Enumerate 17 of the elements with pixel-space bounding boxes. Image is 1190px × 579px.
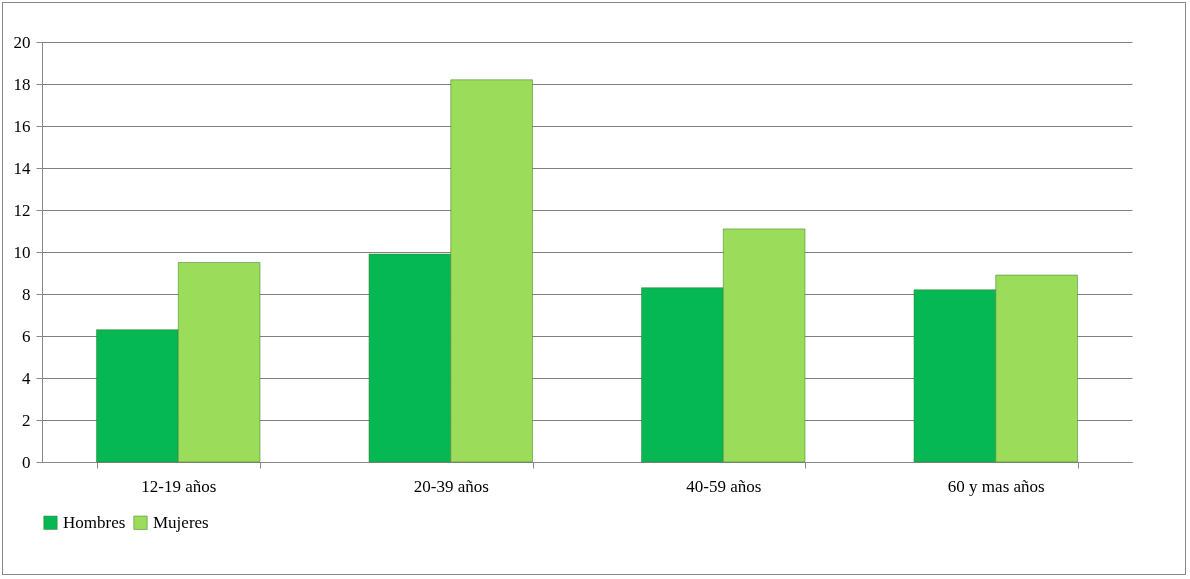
y-tick-label: 0: [22, 452, 31, 472]
x-tick-label: 20-39 años: [413, 476, 489, 496]
x-tick-label: 60 y mas años: [947, 476, 1045, 496]
y-tick-label: 4: [22, 368, 31, 388]
legend-label: Mujeres: [153, 512, 209, 532]
y-tick-label: 18: [13, 74, 31, 94]
legend-label: Hombres: [63, 512, 126, 532]
y-tick-label: 20: [13, 32, 31, 52]
x-tick-label: 12-19 años: [141, 476, 217, 496]
y-tick-label: 2: [22, 410, 31, 430]
y-tick-label: 6: [22, 326, 31, 346]
y-tick-label: 16: [13, 116, 31, 136]
y-tick-label: 14: [13, 158, 31, 178]
x-tick-label: 40-59 años: [686, 476, 762, 496]
y-tick-label: 10: [13, 242, 31, 262]
y-tick-label: 8: [22, 284, 31, 304]
y-tick-label: 12: [13, 200, 31, 220]
